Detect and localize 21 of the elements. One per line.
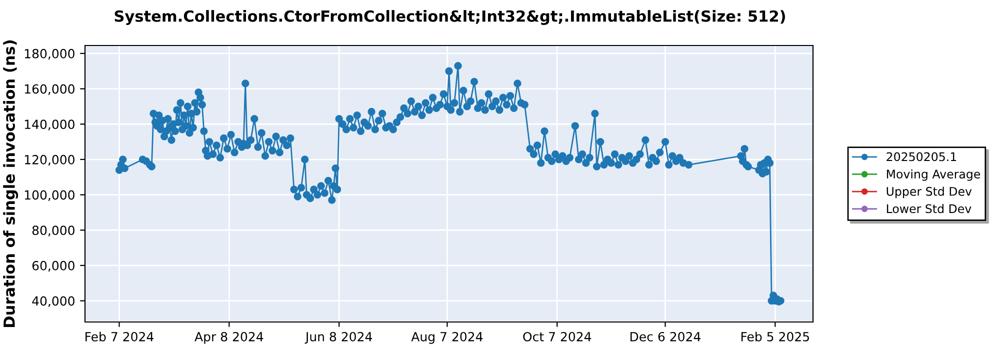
legend-label: Moving Average (886, 169, 980, 181)
x-tick-label: Aug 7 2024 (411, 332, 483, 344)
legend-label: 20250205.1 (886, 152, 956, 162)
y-tick-label: 180,000 (24, 48, 74, 60)
y-tick-label: 100,000 (24, 190, 74, 201)
x-tick-label: Jun 8 2024 (304, 332, 372, 344)
legend-label: Upper Std Dev (886, 186, 972, 198)
y-tick-label: 80,000 (32, 226, 74, 236)
x-tick-label: Feb 5 2025 (741, 332, 809, 342)
x-tick-label: Dec 6 2024 (630, 332, 700, 342)
x-tick-label: Feb 7 2024 (86, 332, 154, 342)
y-tick-label: 60,000 (32, 260, 74, 272)
x-tick-label: Oct 7 2024 (523, 332, 592, 342)
y-tick-label: 120,000 (24, 154, 74, 166)
x-tick-label: Apr 8 2024 (194, 332, 264, 344)
y-tick-label: 140,000 (24, 120, 74, 130)
y-tick-label: 160,000 (24, 84, 74, 95)
chart-title: System.Collections.CtorFromCollection&lt;Int32&gt;.ImmutableList(Size: 512) (114, 10, 785, 25)
legend-label: Lower Std Dev (886, 204, 972, 214)
y-tick-label: 40,000 (32, 296, 74, 307)
y-axis-title: Duration of single invocation (ns) (3, 40, 18, 327)
